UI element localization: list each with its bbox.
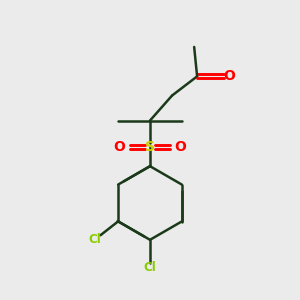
Text: O: O — [174, 140, 186, 154]
Text: S: S — [145, 140, 155, 154]
Text: O: O — [224, 69, 236, 83]
Text: O: O — [114, 140, 126, 154]
Text: Cl: Cl — [144, 261, 156, 274]
Text: Cl: Cl — [88, 232, 101, 246]
